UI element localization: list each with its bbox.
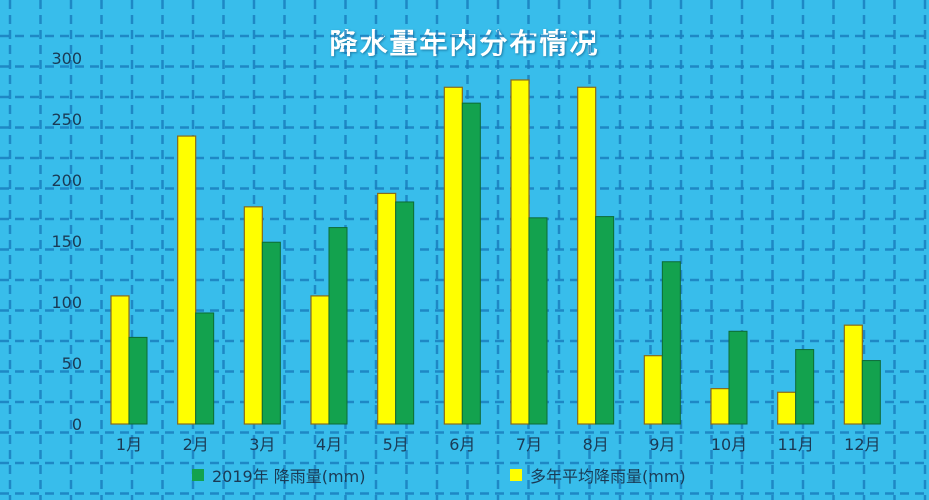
chart-legend: 2019年 降雨量(mm) 多年平均降雨量(mm) (0, 463, 929, 487)
x-tick-label: 10月 (711, 435, 747, 454)
bar-2019-6 (461, 102, 481, 425)
legend-item-average: 多年平均降雨量(mm) (510, 463, 686, 487)
x-tick-label: 7月 (516, 435, 542, 454)
bar-2019-12 (861, 360, 881, 425)
bar-2019-3 (261, 241, 281, 425)
bar-average-2 (177, 135, 197, 425)
bar-average-7 (510, 79, 530, 425)
x-tick-label: 12月 (844, 435, 880, 454)
x-tick-label: 8月 (583, 435, 609, 454)
x-tick-label: 9月 (649, 435, 675, 454)
legend-item-2019: 2019年 降雨量(mm) (192, 463, 365, 487)
bar-2019-7 (528, 217, 548, 425)
y-tick-label: 250 (51, 110, 82, 129)
bar-average-10 (710, 388, 730, 425)
x-tick-label: 5月 (383, 435, 409, 454)
y-tick-label: 150 (51, 232, 82, 251)
bar-2019-5 (395, 201, 415, 425)
bar-average-11 (777, 391, 797, 425)
x-tick-label: 11月 (777, 435, 813, 454)
legend-label-2019: 2019年 降雨量(mm) (212, 467, 366, 486)
bar-2019-9 (661, 261, 681, 425)
bar-2019-2 (195, 312, 215, 425)
y-tick-label: 0 (72, 415, 82, 434)
bar-2019-1 (128, 336, 148, 425)
y-tick-label: 300 (51, 49, 82, 68)
bar-2019-10 (728, 330, 748, 425)
y-tick-label: 200 (51, 171, 82, 190)
x-tick-label: 1月 (116, 435, 142, 454)
x-tick-label: 3月 (249, 435, 275, 454)
bar-average-6 (443, 86, 463, 425)
y-tick-label: 100 (51, 293, 82, 312)
legend-swatch-2019 (192, 469, 204, 481)
bar-average-4 (310, 295, 330, 425)
bar-average-5 (377, 192, 397, 425)
bar-average-3 (243, 206, 263, 425)
bar-2019-11 (795, 349, 815, 425)
chart-title: 降水量年内分布情况 (329, 27, 600, 60)
x-tick-label: 6月 (449, 435, 475, 454)
x-tick-label: 2月 (183, 435, 209, 454)
legend-swatch-average (510, 469, 522, 481)
legend-label-average: 多年平均降雨量(mm) (530, 467, 686, 486)
bar-average-12 (843, 324, 863, 425)
bar-2019-8 (595, 216, 615, 425)
bar-average-9 (643, 355, 663, 425)
x-tick-label: 4月 (316, 435, 342, 454)
bar-average-1 (110, 295, 130, 425)
bar-2019-4 (328, 227, 348, 425)
y-tick-label: 50 (62, 354, 82, 373)
bar-average-8 (577, 86, 597, 425)
